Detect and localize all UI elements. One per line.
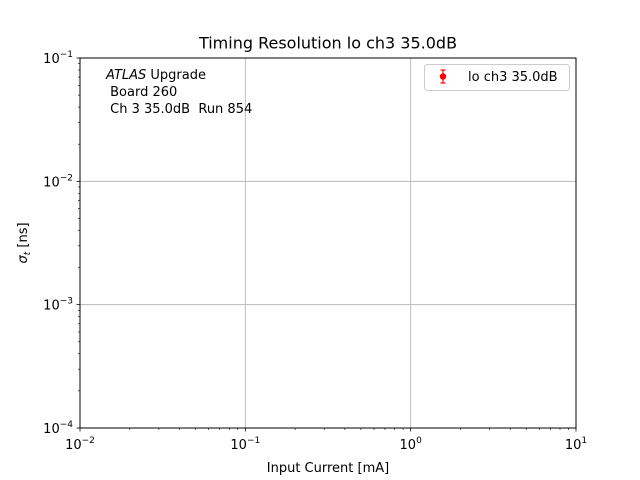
y-axis-label-unit: [ns]	[16, 222, 31, 251]
annotation-line-2: Board 260	[106, 85, 177, 100]
x-tick-label: 100	[400, 436, 423, 453]
y-tick-label: 10−4	[43, 420, 73, 437]
x-tick-label: 10−1	[230, 436, 260, 453]
x-tick-label: 101	[565, 436, 587, 453]
chart-title: Timing Resolution lo ch3 35.0dB	[198, 34, 457, 53]
tick-labels: 10−2 10−1 100 101 10−4 10−3 10−2 10−1	[43, 50, 587, 453]
y-axis-label: σt [ns]	[16, 222, 33, 263]
annotation: ATLAS Upgrade Board 260 Ch 3 35.0dB Run …	[105, 68, 252, 117]
x-tick-label: 10−2	[65, 436, 95, 453]
legend-box	[424, 64, 570, 91]
y-axis-label-symbol: σ	[16, 255, 31, 264]
annotation-upgrade: Upgrade	[146, 68, 206, 83]
annotation-line-1: ATLAS Upgrade	[105, 68, 206, 83]
major-ticks	[76, 57, 577, 432]
plot-frame	[79, 57, 577, 429]
x-axis-label: Input Current [mA]	[267, 461, 389, 476]
legend-marker	[439, 69, 447, 84]
legend-entry-label: lo ch3 35.0dB	[468, 70, 558, 85]
y-tick-label: 10−1	[43, 50, 73, 67]
annotation-atlas: ATLAS	[105, 68, 146, 83]
y-axis-label-subscript: t	[23, 251, 33, 255]
annotation-line-3: Ch 3 35.0dB Run 854	[106, 102, 252, 117]
y-tick-label: 10−3	[43, 297, 73, 314]
legend: lo ch3 35.0dB	[424, 64, 570, 91]
y-tick-label: 10−2	[43, 173, 73, 190]
legend-marker-dot	[439, 73, 447, 80]
plot-area	[80, 58, 576, 428]
